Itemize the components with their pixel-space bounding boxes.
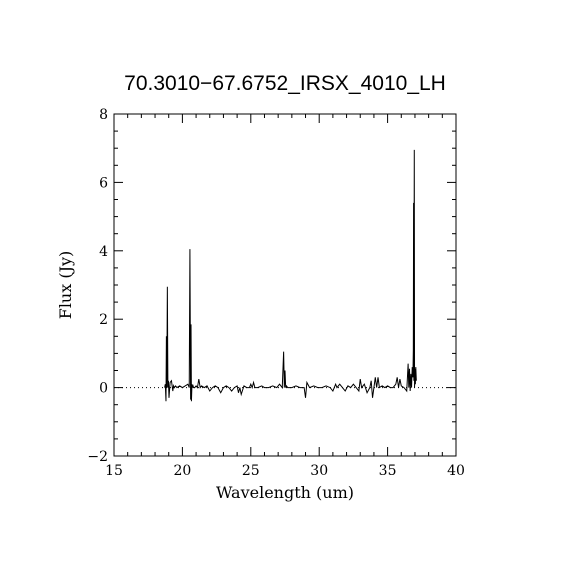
x-axis-label: Wavelength (um) (216, 483, 354, 502)
y-tick-label: −2 (87, 449, 108, 465)
x-tick-label: 25 (242, 463, 260, 479)
y-tick-label: 4 (99, 244, 108, 260)
x-tick-label: 35 (379, 463, 397, 479)
y-axis-label: Flux (Jy) (56, 251, 75, 320)
axis-ticks (113, 113, 457, 457)
x-tick-label: 30 (310, 463, 328, 479)
x-tick-label: 20 (173, 463, 191, 479)
x-tick-label: 40 (447, 463, 465, 479)
y-tick-label: 2 (99, 312, 108, 328)
x-tick-label: 15 (105, 463, 123, 479)
chart-title: 70.3010−67.6752_IRSX_4010_LH (124, 72, 446, 95)
plot-area: 15 20 25 30 35 40 −2 0 2 4 6 8 (87, 107, 465, 479)
y-tick-label: 0 (99, 381, 108, 397)
y-tick-label: 8 (99, 107, 108, 123)
y-tick-label: 6 (99, 175, 108, 191)
flux-series-line (164, 149, 417, 402)
tick-labels: 15 20 25 30 35 40 −2 0 2 4 6 8 (87, 107, 465, 479)
